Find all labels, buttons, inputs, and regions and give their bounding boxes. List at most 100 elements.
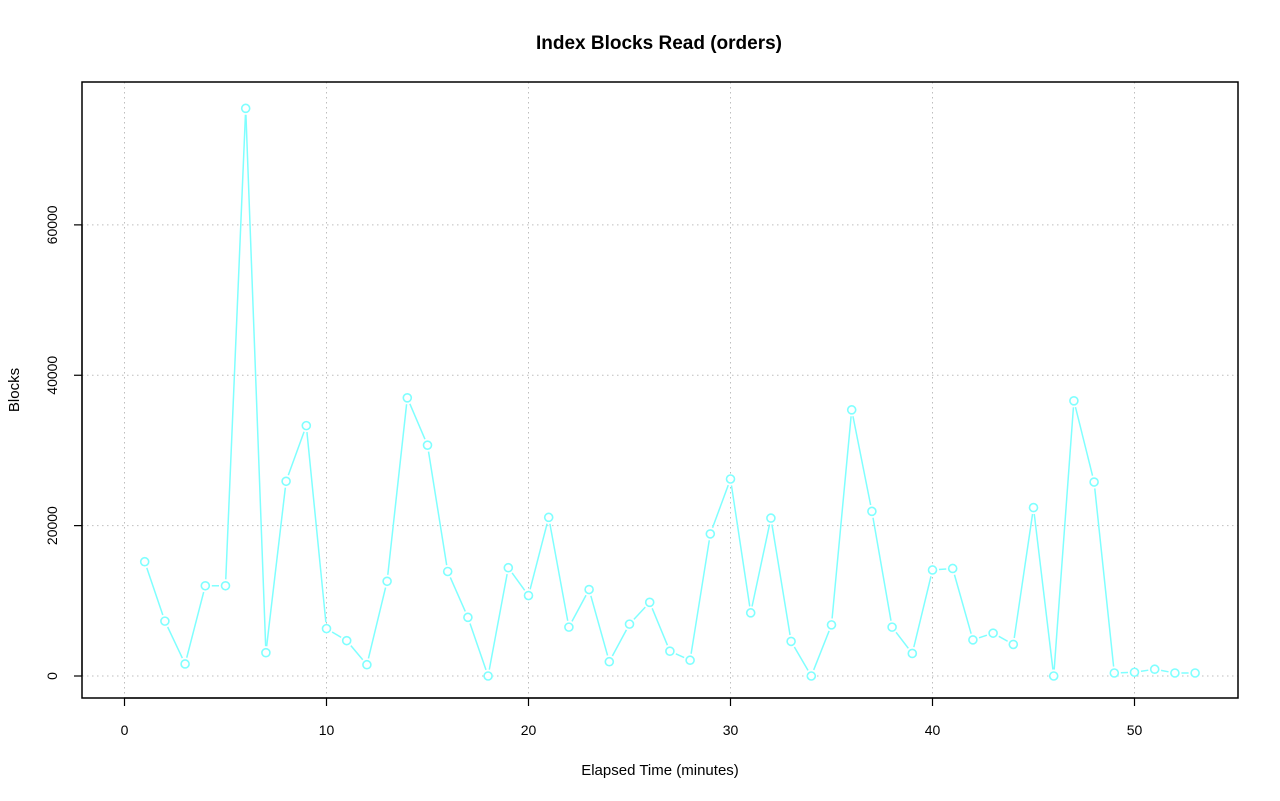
data-point	[1109, 668, 1120, 678]
x-tick-label: 20	[521, 722, 537, 738]
y-tick-label: 20000	[44, 506, 60, 545]
data-point	[321, 623, 332, 634]
data-point	[139, 556, 150, 567]
series-segment	[913, 576, 932, 648]
series-segment	[409, 403, 426, 440]
data-point	[665, 646, 675, 656]
y-axis-label: Blocks	[6, 368, 23, 412]
series-segment	[690, 540, 711, 654]
data-point	[362, 659, 372, 670]
series-segment	[998, 635, 1008, 642]
data-point	[442, 566, 453, 577]
series-segment	[812, 630, 830, 671]
x-tick-label: 0	[121, 722, 129, 738]
data-point	[341, 635, 352, 646]
data-point	[240, 103, 251, 114]
series-segment	[852, 416, 872, 506]
data-point	[968, 635, 978, 645]
series-segment	[611, 629, 628, 657]
plot-frame	[81, 81, 1239, 699]
series-segment	[306, 432, 327, 623]
data-point	[806, 671, 817, 681]
data-point	[564, 622, 574, 632]
data-point	[624, 619, 635, 629]
series-segment	[529, 523, 548, 590]
series-segment	[978, 634, 988, 639]
x-axis-label: Elapsed Time (minutes)	[581, 762, 739, 779]
series-segment	[633, 606, 646, 620]
series-segment	[387, 404, 408, 575]
series-line-group	[146, 114, 1189, 674]
data-point	[584, 584, 594, 595]
series-segment	[427, 451, 448, 566]
data-point	[887, 622, 897, 632]
data-point	[220, 580, 231, 591]
data-point	[543, 512, 554, 523]
x-tick-label: 30	[723, 722, 739, 738]
series-segment	[1160, 669, 1169, 673]
data-point	[160, 616, 170, 626]
series-segment	[367, 587, 387, 659]
series-segment	[549, 523, 569, 621]
series-segment	[793, 646, 809, 671]
series-segment	[1094, 488, 1115, 667]
series-segment	[1033, 513, 1054, 670]
data-point	[422, 440, 433, 450]
y-tick-label: 40000	[44, 356, 60, 395]
data-point	[947, 563, 958, 574]
data-point	[1129, 667, 1140, 678]
data-point	[523, 590, 534, 601]
series-segment	[511, 572, 526, 591]
data-point	[685, 655, 695, 666]
series-segment	[651, 608, 669, 646]
y-tick-label: 60000	[44, 205, 60, 244]
data-point	[745, 608, 756, 618]
data-point	[1008, 639, 1019, 650]
data-point	[766, 513, 776, 523]
data-point	[826, 620, 837, 630]
series-segment	[146, 567, 164, 616]
series-segment	[675, 653, 685, 659]
data-point	[1028, 502, 1039, 513]
series-segment	[938, 568, 947, 571]
data-point	[180, 659, 190, 669]
series-segment	[895, 631, 909, 649]
series-segment	[953, 574, 972, 634]
series-segment	[590, 595, 609, 656]
series-segment	[449, 577, 466, 612]
data-point	[927, 565, 938, 575]
x-tick-label: 10	[319, 722, 335, 738]
series-segment	[166, 626, 184, 659]
data-point	[261, 647, 271, 658]
data-point	[463, 612, 473, 623]
x-axis: 0 10 20 30 40 50	[121, 697, 1143, 738]
series-segment	[730, 485, 751, 607]
series-segment	[751, 524, 771, 607]
series-segment	[225, 114, 247, 580]
series-segment	[571, 594, 587, 622]
y-tick-label: 0	[44, 672, 60, 680]
series-segment	[831, 416, 852, 619]
series-segment	[469, 623, 487, 671]
y-axis: 0 20000 40000 60000	[44, 205, 83, 680]
data-point	[200, 580, 211, 591]
data-point	[402, 393, 413, 403]
data-point	[1089, 477, 1099, 487]
series-segment	[185, 591, 205, 658]
x-tick-label: 50	[1127, 722, 1143, 738]
data-point	[725, 474, 736, 484]
grid-lines	[82, 82, 1238, 698]
series-segment	[287, 431, 305, 476]
data-point	[705, 529, 716, 539]
data-point	[644, 597, 655, 608]
series-segment	[1013, 513, 1034, 639]
data-point	[907, 648, 918, 659]
data-point	[1149, 664, 1160, 675]
series-segment	[331, 631, 342, 638]
data-points-group	[139, 103, 1200, 681]
chart-title: Index Blocks Read (orders)	[536, 33, 782, 54]
data-point	[867, 506, 877, 517]
data-point	[1048, 671, 1059, 681]
data-point	[483, 671, 493, 681]
